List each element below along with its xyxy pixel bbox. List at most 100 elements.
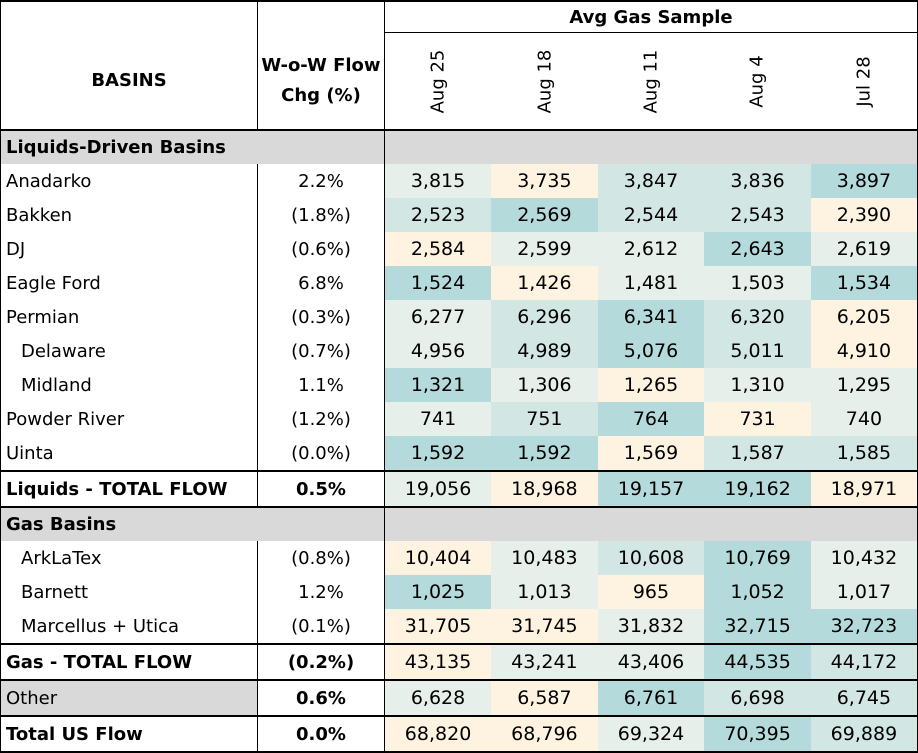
flow-value: 1,592 [491,436,598,472]
flow-value: 18,971 [810,471,918,508]
flow-value: 3,815 [384,164,492,198]
flow-value: 965 [597,575,705,609]
flow-value: 10,404 [384,541,492,575]
flow-value: 44,172 [810,644,918,681]
wow-chg-value: (0.7%) [257,334,385,368]
flow-value: 10,769 [704,541,811,575]
flow-value: 6,277 [384,300,492,334]
flow-value: 10,432 [810,541,918,575]
basin-name: Uinta [0,436,258,472]
flow-value: 2,523 [384,198,492,232]
section-liquids-label: Liquids-Driven Basins [0,130,385,164]
flow-value: 3,836 [704,164,811,198]
wow-chg-value: (0.6%) [257,232,385,266]
table-row: Powder River (1.2%) 741 751 764 731 740 [0,402,918,436]
flow-value: 2,643 [704,232,811,266]
date-header: Jul 28 [810,32,918,131]
flow-value: 1,524 [384,266,492,300]
flow-value: 19,157 [597,471,705,508]
flow-value: 1,321 [384,368,492,402]
flow-value: 1,306 [491,368,598,402]
flow-value: 10,608 [597,541,705,575]
flow-value: 2,619 [810,232,918,266]
flow-value: 6,745 [810,680,918,717]
table-row: Permian (0.3%) 6,277 6,296 6,341 6,320 6… [0,300,918,334]
table-row: Marcellus + Utica (0.1%) 31,705 31,745 3… [0,609,918,645]
flow-value: 43,406 [597,644,705,681]
wow-chg-value: (0.3%) [257,300,385,334]
flow-value: 1,426 [491,266,598,300]
flow-value: 731 [704,402,811,436]
wow-chg-value: (1.8%) [257,198,385,232]
flow-value: 1,592 [384,436,492,472]
flow-value: 2,543 [704,198,811,232]
table-row: Uinta (0.0%) 1,592 1,592 1,569 1,587 1,5… [0,436,918,472]
header-blank-chg [257,0,385,33]
basin-name: Marcellus + Utica [0,609,258,645]
flow-value: 69,889 [810,716,918,753]
flow-value: 4,989 [491,334,598,368]
flow-value: 5,011 [704,334,811,368]
flow-value: 6,587 [491,680,598,717]
flow-value: 10,483 [491,541,598,575]
flow-value: 70,395 [704,716,811,753]
wow-chg-line2: Chg (%) [281,84,361,106]
table-row: Delaware (0.7%) 4,956 4,989 5,076 5,011 … [0,334,918,368]
basin-name: Other [0,680,258,717]
basin-name: Delaware [0,334,258,368]
flow-value: 43,135 [384,644,492,681]
flow-value: 751 [491,402,598,436]
flow-value: 31,745 [491,609,598,645]
flow-value: 3,735 [491,164,598,198]
flow-value: 4,956 [384,334,492,368]
flow-value: 5,076 [597,334,705,368]
date-label: Aug 18 [533,49,555,113]
date-label: Aug 11 [640,49,662,113]
flow-value: 6,698 [704,680,811,717]
flow-value: 2,612 [597,232,705,266]
table-row: Anadarko 2.2% 3,815 3,735 3,847 3,836 3,… [0,164,918,198]
total-label: Gas - TOTAL FLOW [0,644,258,681]
basin-name: Eagle Ford [0,266,258,300]
flow-value: 43,241 [491,644,598,681]
flow-value: 1,534 [810,266,918,300]
flow-value: 31,705 [384,609,492,645]
flow-value: 6,205 [810,300,918,334]
wow-chg-value: (0.1%) [257,609,385,645]
basins-header: BASINS [0,32,258,131]
wow-chg-value: (0.2%) [257,644,385,681]
section-liquids-fill [384,130,918,164]
date-label: Aug 4 [747,54,769,108]
flow-value: 32,723 [810,609,918,645]
flow-value: 4,910 [810,334,918,368]
flow-value: 740 [810,402,918,436]
basin-name: Anadarko [0,164,258,198]
flow-value: 1,025 [384,575,492,609]
section-gas-fill [384,507,918,541]
flow-value: 1,585 [810,436,918,472]
flow-value: 1,310 [704,368,811,402]
wow-chg-value: 0.0% [257,716,385,753]
flow-value: 19,056 [384,471,492,508]
wow-chg-header: W-o-W Flow Chg (%) [257,32,385,131]
table-row: Midland 1.1% 1,321 1,306 1,265 1,310 1,2… [0,368,918,402]
flow-value: 18,968 [491,471,598,508]
flow-value: 3,897 [810,164,918,198]
flow-value: 1,295 [810,368,918,402]
flow-value: 69,324 [597,716,705,753]
basin-name: Barnett [0,575,258,609]
flow-value: 741 [384,402,492,436]
basin-name: Permian [0,300,258,334]
flow-value: 68,796 [491,716,598,753]
wow-chg-value: 0.6% [257,680,385,717]
table-row: ArkLaTex (0.8%) 10,404 10,483 10,608 10,… [0,541,918,575]
table-row: Other 0.6% 6,628 6,587 6,761 6,698 6,745 [0,680,918,717]
flow-value: 2,390 [810,198,918,232]
flow-value: 31,832 [597,609,705,645]
basin-name: DJ [0,232,258,266]
flow-value: 1,587 [704,436,811,472]
total-row: Total US Flow 0.0% 68,820 68,796 69,324 … [0,716,918,753]
wow-chg-value: (0.8%) [257,541,385,575]
total-label: Liquids - TOTAL FLOW [0,471,258,508]
